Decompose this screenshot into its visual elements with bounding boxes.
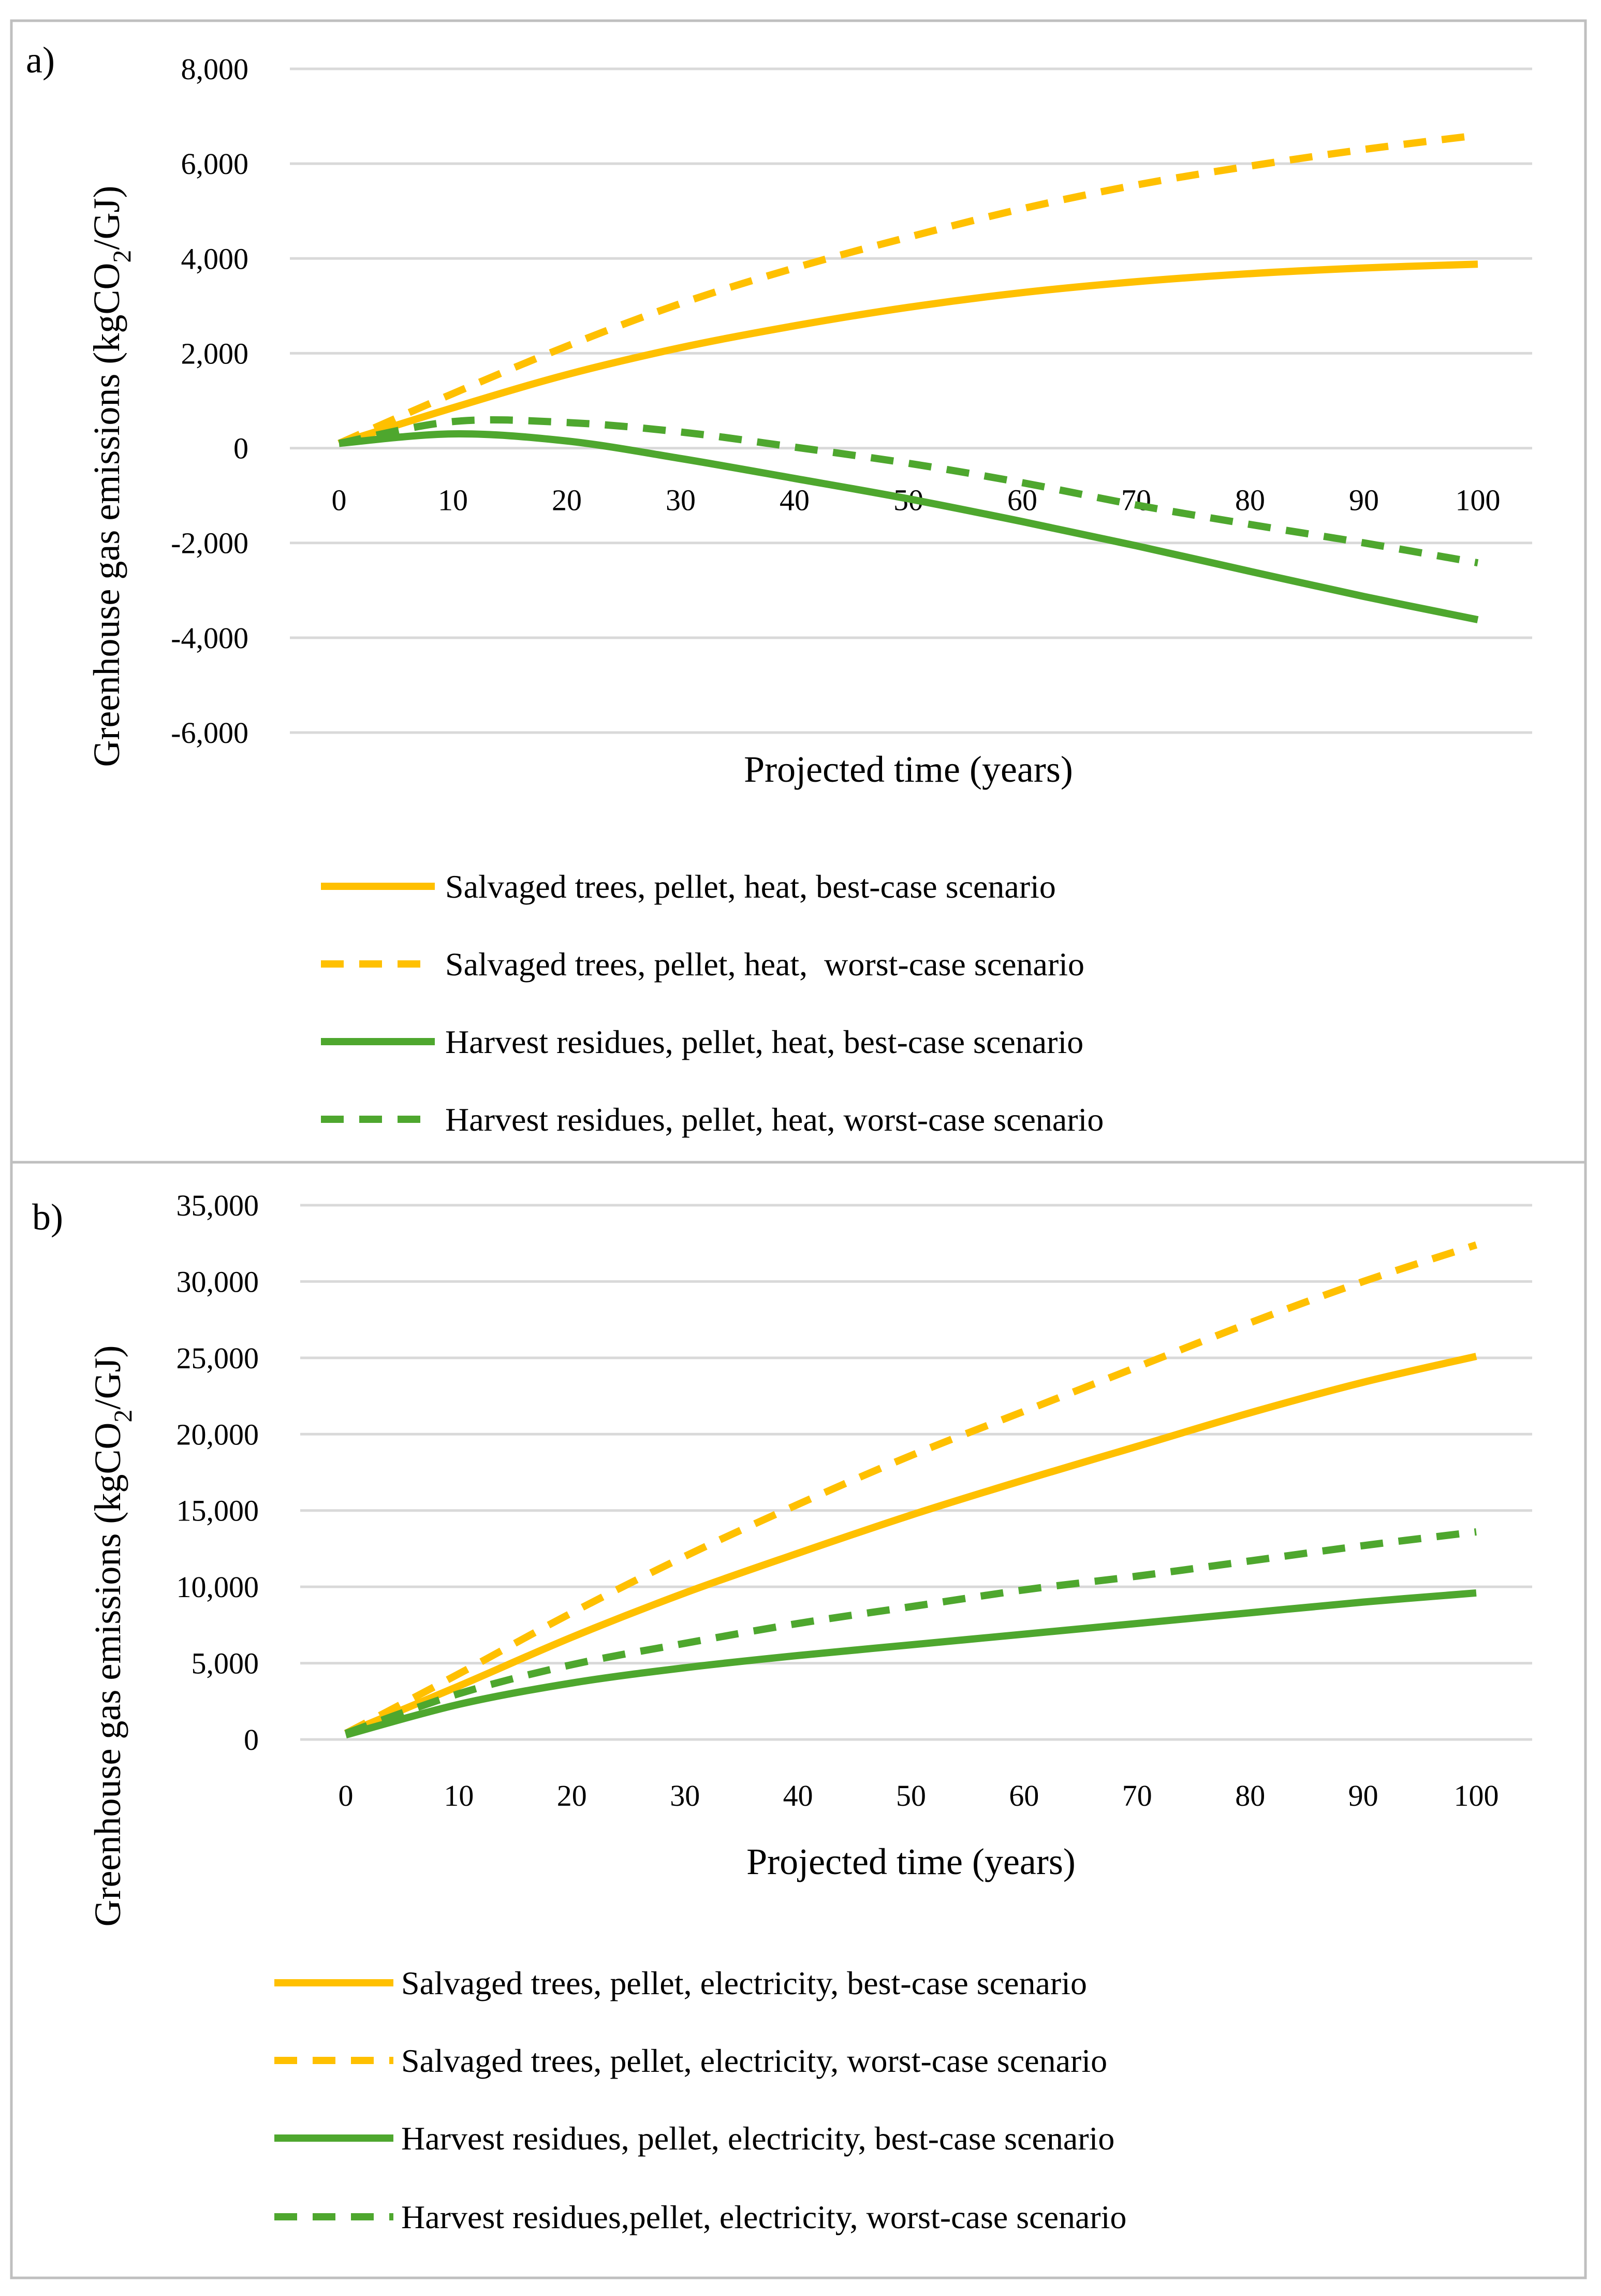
series-line-3 <box>339 430 1479 623</box>
legend-label: Salvaged trees, pellet, heat, worst-case… <box>445 946 1084 983</box>
y-tick-label: 30,000 <box>177 1265 259 1298</box>
panel-b: b) 0 5,000 10,000 15,000 20,000 25,000 30,000 3… <box>32 1189 1532 2235</box>
panel-a-x-tick-labels: 0 10 20 30 40 50 60 70 80 90 100 <box>332 484 1501 517</box>
panel-b-x-axis-title: Projected time (years) <box>746 1841 1076 1882</box>
x-tick-label: 90 <box>1348 1779 1378 1812</box>
y-tick-label: 0 <box>233 432 248 465</box>
y-tick-label: 0 <box>244 1723 259 1757</box>
panel-b-label: b) <box>32 1196 63 1238</box>
panel-b-y-axis-title: Greenhouse gas emissions (kgCO2/GJ) <box>87 1346 137 1927</box>
y-tick-label: 10,000 <box>177 1570 259 1604</box>
y-tick-label: 15,000 <box>177 1494 259 1528</box>
panel-a-y-tick-labels: -6,000 -4,000 -2,000 0 2,000 4,000 6,000 8,000 <box>171 52 248 750</box>
y-tick-label: 2,000 <box>181 337 249 370</box>
series-line-2 <box>337 131 1478 447</box>
y-tick-label: -2,000 <box>171 527 248 560</box>
figure-frame <box>10 19 1587 2279</box>
series-line-4 <box>344 1528 1477 1737</box>
x-tick-label: 90 <box>1349 484 1379 517</box>
legend-item: Salvaged trees, pellet, electricity, bes… <box>274 1965 1087 2001</box>
legend-label: Salvaged trees, pellet, heat, best-case … <box>445 868 1056 905</box>
panel-a-series <box>337 131 1479 623</box>
y-tick-label: 35,000 <box>177 1189 259 1222</box>
x-tick-label: 80 <box>1235 484 1265 517</box>
x-tick-label: 40 <box>780 484 810 517</box>
panel-a-legend: Salvaged trees, pellet, heat, best-case … <box>321 868 1104 1138</box>
legend-item: Harvest residues, pellet, electricity, b… <box>274 2120 1114 2157</box>
x-tick-label: 60 <box>1007 484 1037 517</box>
y-tick-label: 25,000 <box>177 1341 259 1375</box>
y-tick-label: 20,000 <box>177 1417 259 1451</box>
legend-label: Harvest residues, pellet, heat, best-cas… <box>445 1023 1083 1060</box>
legend-item: Salvaged trees, pellet, heat, worst-case… <box>321 946 1084 983</box>
legend-item: Harvest residues,pellet, electricity, wo… <box>274 2199 1126 2235</box>
x-tick-label: 80 <box>1235 1779 1265 1812</box>
panel-a: a) -6,000 -4,000 -2,000 0 2,000 4,000 6,000 8,0… <box>26 39 1532 1138</box>
x-tick-label: 50 <box>896 1779 926 1812</box>
x-tick-label: 100 <box>1456 484 1501 517</box>
series-line-1 <box>344 1353 1477 1737</box>
x-tick-label: 20 <box>552 484 582 517</box>
y-tick-label: 8,000 <box>181 52 249 86</box>
panel-a-x-axis-title: Projected time (years) <box>744 749 1073 790</box>
series-line-4 <box>338 416 1479 567</box>
x-tick-label: 70 <box>1122 1779 1152 1812</box>
x-tick-label: 60 <box>1009 1779 1039 1812</box>
x-tick-label: 100 <box>1454 1779 1499 1812</box>
panel-a-gridlines <box>290 67 1532 734</box>
y-tick-label: 6,000 <box>181 147 249 181</box>
series-line-3 <box>345 1589 1477 1738</box>
legend-label: Harvest residues, pellet, heat, worst-ca… <box>445 1101 1104 1138</box>
x-tick-label: 40 <box>783 1779 813 1812</box>
legend-label: Salvaged trees, pellet, electricity, wor… <box>401 2042 1107 2079</box>
panel-b-legend: Salvaged trees, pellet, electricity, bes… <box>274 1965 1126 2235</box>
y-tick-label: -4,000 <box>171 621 248 655</box>
x-tick-label: 70 <box>1121 484 1151 517</box>
x-tick-label: 30 <box>670 1779 700 1812</box>
x-tick-label: 10 <box>438 484 468 517</box>
y-tick-label: -6,000 <box>171 716 248 750</box>
legend-label: Harvest residues, pellet, electricity, b… <box>401 2120 1114 2157</box>
series-line-1 <box>337 260 1478 447</box>
legend-label: Harvest residues,pellet, electricity, wo… <box>401 2199 1126 2235</box>
y-tick-label: 5,000 <box>192 1647 259 1680</box>
legend-item: Salvaged trees, pellet, electricity, wor… <box>274 2042 1107 2079</box>
x-tick-label: 0 <box>332 484 347 517</box>
x-tick-label: 30 <box>666 484 696 517</box>
x-tick-label: 0 <box>339 1779 354 1812</box>
panel-a-y-axis-title: Greenhouse gas emissions (kgCO2/GJ) <box>86 186 136 767</box>
panel-b-y-tick-labels: 0 5,000 10,000 15,000 20,000 25,000 30,000 35,0… <box>177 1189 259 1757</box>
panel-a-label: a) <box>26 39 55 81</box>
y-tick-label: 4,000 <box>181 242 249 275</box>
legend-label: Salvaged trees, pellet, electricity, bes… <box>401 1965 1087 2001</box>
panel-b-series <box>344 1241 1478 1738</box>
legend-item: Harvest residues, pellet, heat, worst-ca… <box>321 1101 1104 1138</box>
x-tick-label: 20 <box>557 1779 587 1812</box>
legend-item: Harvest residues, pellet, heat, best-cas… <box>321 1023 1083 1060</box>
legend-item: Salvaged trees, pellet, heat, best-case … <box>321 868 1056 905</box>
panel-b-x-tick-labels: 0 10 20 30 40 50 60 70 80 90 100 <box>339 1779 1499 1812</box>
series-line-2 <box>344 1241 1478 1737</box>
x-tick-label: 10 <box>444 1779 474 1812</box>
